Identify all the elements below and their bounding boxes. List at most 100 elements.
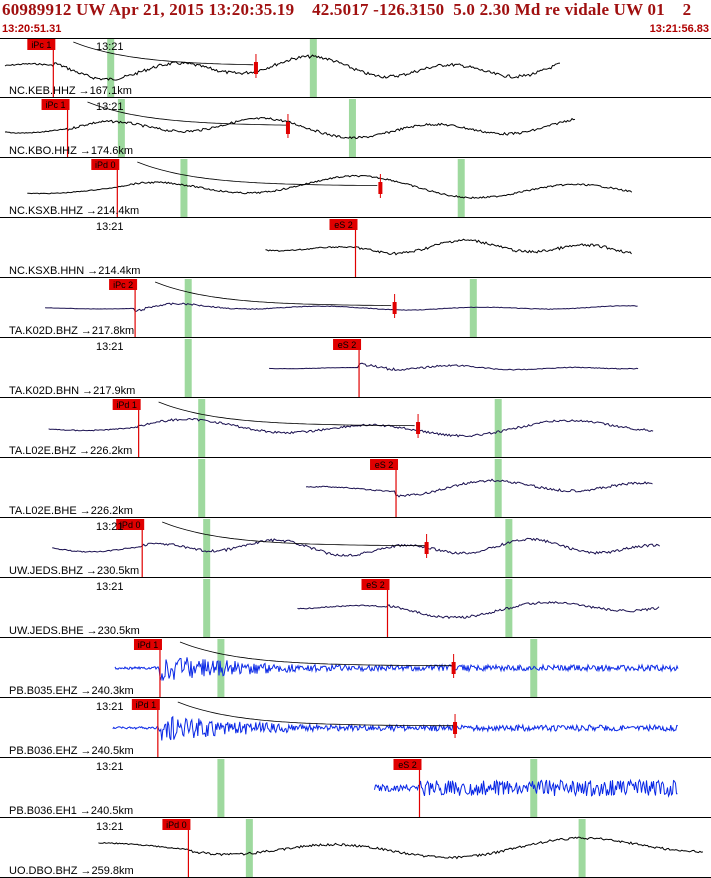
- pick-label-box: [116, 519, 145, 530]
- time-tick-label: 13:21: [96, 761, 124, 773]
- pick-label: iPd 0: [166, 820, 187, 830]
- pick-label: iPd 1: [116, 400, 137, 410]
- trace-row: iPd 0 NC.KSXB.HHZ →214.4km: [0, 159, 711, 218]
- trace-row: iPc 1 13:21 NC.KBO.HHZ →174.6km: [0, 99, 711, 158]
- window-marker: [494, 399, 502, 457]
- station-label: PB.B035.EHZ →240.3km: [9, 685, 134, 697]
- coda-pick-marker: [424, 542, 429, 554]
- window-marker: [203, 579, 211, 637]
- event-title: 60989912 UW Apr 21, 2015 13:20:35.19 42.…: [2, 0, 692, 19]
- waveform: [4, 116, 576, 140]
- window-marker: [117, 99, 125, 157]
- station-label: NC.KSXB.HHN →214.4km: [9, 265, 140, 277]
- window-marker: [107, 39, 115, 97]
- window-marker: [469, 279, 477, 337]
- coda-curve: [87, 101, 288, 126]
- coda-curve: [137, 161, 378, 186]
- station-label: NC.KSXB.HHZ →214.4km: [9, 205, 139, 217]
- pick-label-box: [329, 219, 358, 230]
- station-label: PB.B036.EHZ →240.5km: [9, 745, 134, 757]
- pick-label-box: [370, 459, 399, 470]
- station-label: UW.JEDS.BHZ →230.5km: [9, 565, 139, 577]
- coda-pick-marker: [416, 422, 421, 434]
- pick-label: eS 2: [398, 760, 417, 770]
- coda-curve: [158, 401, 415, 427]
- time-tick-label: 13:21: [96, 41, 124, 53]
- coda-curve: [73, 41, 254, 66]
- coda-curve: [177, 701, 454, 727]
- waveform: [52, 537, 660, 557]
- coda-pick-marker: [378, 182, 383, 194]
- window-marker: [217, 759, 225, 817]
- pick-label-box: [133, 639, 162, 650]
- window-marker: [348, 99, 356, 157]
- station-label: UW.JEDS.BHE →230.5km: [9, 625, 140, 637]
- station-label: TA.L02E.BHE →226.2km: [9, 505, 133, 517]
- pick-label: eS 2: [375, 460, 394, 470]
- trace-row: iPc 1 13:21 NC.KEB.HHZ →167.1km: [0, 39, 711, 98]
- pick-label: iPc 1: [31, 40, 51, 50]
- window-marker: [578, 819, 586, 877]
- trace-row: eS 2 13:21 UW.JEDS.BHE →230.5km: [0, 579, 711, 638]
- time-tick-label: 13:21: [96, 101, 124, 113]
- trace-row: eS 2 13:21 PB.B036.EH1 →240.5km: [0, 759, 711, 818]
- time-tick-label: 13:21: [96, 581, 124, 593]
- pick-label-box: [41, 99, 70, 110]
- trace-row: iPd 1 13:21 PB.B036.EHZ →240.5km: [0, 699, 711, 758]
- waveform: [265, 238, 632, 256]
- station-label: TA.L02E.BHZ →226.2km: [9, 445, 132, 457]
- time-tick-label: 13:21: [96, 341, 124, 353]
- window-marker: [184, 339, 192, 397]
- pick-label-box: [393, 759, 422, 770]
- event-header: 60989912 UW Apr 21, 2015 13:20:35.19 42.…: [0, 0, 711, 39]
- pick-label-box: [112, 399, 141, 410]
- trace-row: iPd 0 13:21 UO.DBO.BHZ →259.8km: [0, 819, 711, 878]
- pick-label: iPd 0: [120, 520, 141, 530]
- coda-pick-marker: [285, 122, 290, 134]
- pick-label: eS 2: [366, 580, 385, 590]
- trace-row: iPd 1 TA.L02E.BHZ →226.2km: [0, 399, 711, 458]
- pick-label: iPd 1: [136, 700, 157, 710]
- window-marker: [309, 39, 317, 97]
- trace-row: eS 2 13:21 TA.K02D.BHN →217.9km: [0, 339, 711, 398]
- pick-label-box: [131, 699, 160, 710]
- window-start-time: 13:20:51.31: [2, 23, 62, 35]
- pick-label: iPc 1: [46, 100, 66, 110]
- time-tick-label: 13:21: [96, 521, 124, 533]
- time-tick-label: 13:21: [96, 221, 124, 233]
- pick-label: eS 2: [338, 340, 357, 350]
- pick-label-box: [333, 339, 362, 350]
- trace-row: eS 2 13:21 NC.KSXB.HHN →214.4km: [0, 219, 711, 278]
- coda-curve: [179, 641, 452, 667]
- coda-pick-marker: [392, 302, 397, 314]
- coda-pick-marker: [451, 662, 456, 674]
- waveform: [374, 778, 678, 798]
- station-label: TA.K02D.BHZ →217.8km: [9, 325, 134, 337]
- pick-label: iPd 1: [138, 640, 159, 650]
- trace-row: iPd 013:21 UW.JEDS.BHZ →230.5km: [0, 519, 711, 578]
- station-label: UO.DBO.BHZ →259.8km: [9, 865, 134, 877]
- waveform: [4, 54, 561, 81]
- trace-row: eS 2 TA.L02E.BHE →226.2km: [0, 459, 711, 518]
- waveform: [305, 478, 653, 498]
- window-marker: [203, 519, 211, 577]
- waveform: [27, 174, 633, 199]
- window-end-time: 13:21:56.83: [649, 23, 709, 35]
- trace-row: iPd 1 PB.B035.EHZ →240.3km: [0, 639, 711, 698]
- seismogram-panel[interactable]: iPc 1 13:21 NC.KEB.HHZ →167.1km iPc 1 13:21 N…: [0, 38, 711, 878]
- time-tick-label: 13:21: [96, 821, 124, 833]
- window-marker: [494, 459, 502, 517]
- trace-row: iPc 2 TA.K02D.BHZ →217.8km: [0, 279, 711, 338]
- waveform: [114, 657, 679, 682]
- coda-curve: [154, 281, 392, 306]
- station-label: TA.K02D.BHN →217.9km: [9, 385, 135, 397]
- window-marker: [198, 399, 206, 457]
- waveform: [269, 362, 639, 371]
- waveform: [45, 302, 638, 312]
- pick-label-box: [109, 279, 138, 290]
- station-label: NC.KEB.HHZ →167.1km: [9, 85, 132, 97]
- window-marker: [184, 279, 192, 337]
- coda-pick-marker: [253, 62, 258, 74]
- pick-label-box: [162, 819, 191, 830]
- pick-label: iPc 2: [113, 280, 133, 290]
